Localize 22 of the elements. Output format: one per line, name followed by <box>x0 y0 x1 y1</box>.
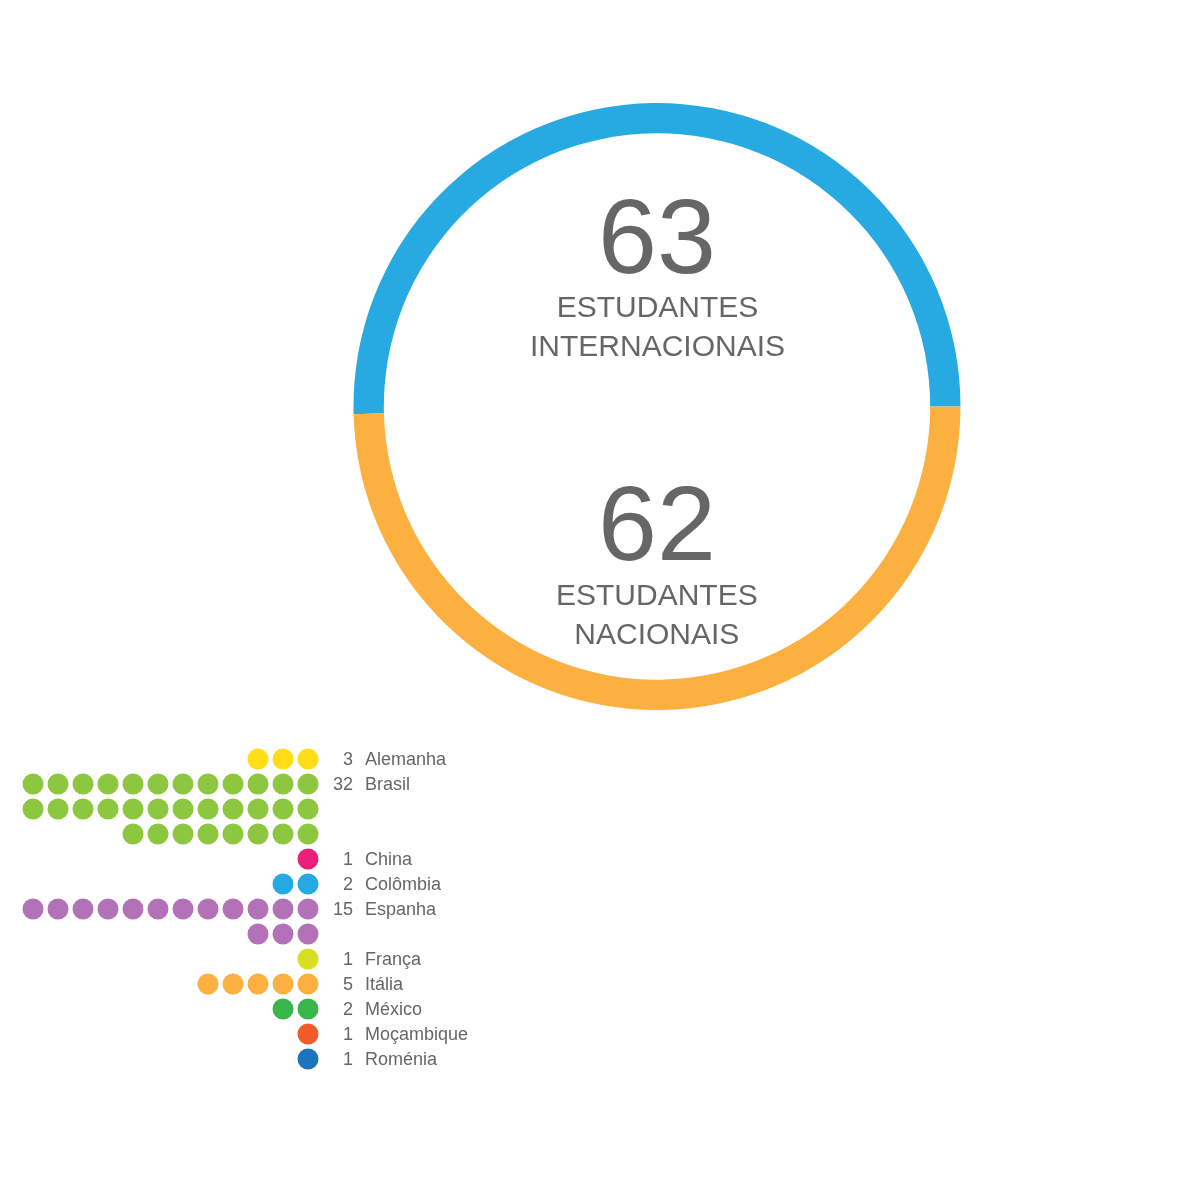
category-label: Alemanha <box>365 749 448 769</box>
data-label: 1 <box>343 1049 354 1069</box>
data-label: 2 <box>343 999 354 1019</box>
category-label: Espanha <box>365 899 438 919</box>
category-label: Moçambique <box>365 1024 469 1044</box>
category-label: Roménia <box>365 1049 439 1069</box>
data-label: 1 <box>343 949 354 969</box>
category-label: Itália <box>365 974 405 994</box>
data-label: 2 <box>343 874 354 894</box>
category-label: Colômbia <box>365 874 443 894</box>
category-label: França <box>365 949 423 969</box>
donut-slice <box>353 103 961 415</box>
category-label: Brasil <box>365 774 411 794</box>
data-label: 15 <box>333 899 354 919</box>
data-label: 1 <box>343 849 354 869</box>
category-label: México <box>365 999 423 1019</box>
data-label: 1 <box>343 1024 354 1044</box>
data-label: 32 <box>333 774 354 794</box>
data-label: 5 <box>343 974 354 994</box>
category-label: China <box>365 849 414 869</box>
data-label: 3 <box>343 749 354 769</box>
donut-slice <box>353 406 961 710</box>
